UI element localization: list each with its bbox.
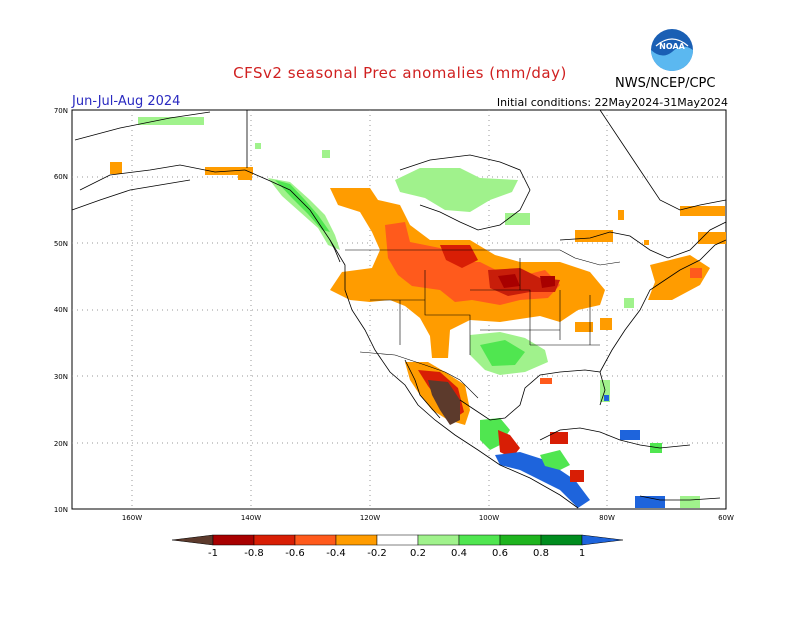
colorbar-swatches (171, 534, 624, 546)
colorbar-label: 0.6 (492, 548, 508, 559)
colorbar-swatch (212, 534, 255, 546)
wet-patch-bc-coast (268, 178, 340, 250)
wet-patch-central-america (495, 452, 590, 508)
political-borders (345, 249, 621, 399)
wet-patch-hudson (395, 168, 518, 212)
svg-text:80W: 80W (599, 514, 615, 522)
colorbar-swatch (540, 534, 583, 546)
colorbar-swatch (335, 534, 378, 546)
colorbar-swatch (253, 534, 296, 546)
colorbar-label: 0.8 (533, 548, 549, 559)
colorbar-labels: -1 -0.8 -0.6 -0.4 -0.2 0.2 0.4 0.6 0.8 1 (208, 548, 585, 559)
svg-text:60W: 60W (718, 514, 734, 522)
colorbar-label: 1 (579, 548, 585, 559)
svg-text:10N: 10N (54, 506, 68, 514)
colorbar-label: -1 (208, 548, 218, 559)
wet-patch-alaska-north (138, 117, 204, 125)
colorbar-swatch (499, 534, 542, 546)
colorbar-swatch (376, 534, 419, 546)
colorbar-label: -0.2 (367, 548, 387, 559)
svg-text:20N: 20N (54, 440, 68, 448)
colorbar-swatch (294, 534, 337, 546)
colorbar-swatch (171, 534, 214, 546)
svg-text:120W: 120W (360, 514, 380, 522)
colorbar-label: -0.4 (326, 548, 346, 559)
initial-conditions-label: Initial conditions: 22May2024-31May2024 (496, 96, 728, 109)
logo-text: NOAA (659, 42, 685, 51)
svg-text:140W: 140W (241, 514, 261, 522)
colorbar-swatch (581, 534, 624, 546)
svg-text:30N: 30N (54, 373, 68, 381)
colorbar-swatch (417, 534, 460, 546)
svg-text:100W: 100W (479, 514, 499, 522)
grid-lines (72, 110, 726, 509)
colorbar-label: 0.4 (451, 548, 467, 559)
svg-text:50N: 50N (54, 240, 68, 248)
svg-text:70N: 70N (54, 107, 68, 115)
agency-label: NWS/NCEP/CPC (615, 76, 716, 91)
svg-text:160W: 160W (122, 514, 142, 522)
svg-text:60N: 60N (54, 173, 68, 181)
colorbar-swatch (458, 534, 501, 546)
chart-title: CFSv2 seasonal Prec anomalies (mm/day) (233, 64, 567, 82)
colorbar-label: -0.8 (244, 548, 264, 559)
season-label: Jun-Jul-Aug 2024 (72, 94, 181, 109)
colorbar-label: 0.2 (410, 548, 426, 559)
colorbar: -1 -0.8 -0.6 -0.4 -0.2 0.2 0.4 0.6 0.8 1 (171, 534, 624, 559)
coastlines (71, 109, 727, 509)
noaa-logo: NOAA (651, 29, 693, 71)
latitude-labels: 70N 60N 50N 40N 30N 20N 10N (54, 107, 68, 514)
svg-text:40N: 40N (54, 306, 68, 314)
colorbar-label: -0.6 (285, 548, 305, 559)
longitude-labels: 160W 140W 120W 100W 80W 60W (122, 514, 734, 522)
